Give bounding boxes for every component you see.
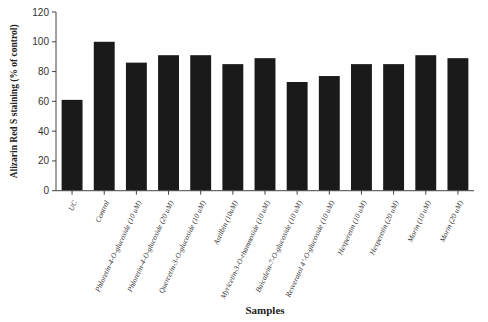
y-axis-label: Alizarin Red S staining (% of control) bbox=[9, 24, 20, 178]
x-tick-label: Hesperetin (20 uM) bbox=[367, 199, 401, 258]
x-tick-label: Astilbin (10uM) bbox=[211, 199, 240, 247]
y-tick-label: 0 bbox=[43, 185, 49, 196]
y-tick bbox=[52, 41, 56, 42]
y-tick bbox=[52, 71, 56, 72]
x-tick bbox=[104, 191, 105, 195]
y-tick-label: 40 bbox=[38, 126, 50, 137]
bar bbox=[222, 64, 243, 191]
bar bbox=[351, 64, 372, 191]
x-tick-label: Resveratol 4’-O-glucoside (10 uM) bbox=[283, 199, 336, 300]
bars bbox=[62, 42, 469, 191]
y-tick bbox=[52, 131, 56, 132]
x-tick bbox=[329, 191, 330, 195]
y-tick-label: 80 bbox=[38, 66, 50, 77]
bar bbox=[415, 55, 436, 191]
y-tick-label: 100 bbox=[32, 36, 49, 47]
chart: 020406080100120UCControlPhloretin-4-O-gl… bbox=[0, 0, 488, 322]
x-tick bbox=[136, 191, 137, 195]
bar bbox=[94, 42, 115, 191]
bar bbox=[255, 58, 276, 191]
x-axis-label: Samples bbox=[245, 304, 285, 316]
x-tick-label: Control bbox=[93, 199, 111, 224]
x-tick bbox=[265, 191, 266, 195]
bar bbox=[62, 100, 83, 191]
x-tick bbox=[393, 191, 394, 195]
bar bbox=[190, 55, 211, 191]
x-tick-label: Quercetin-3-O-glucoside (10 uM) bbox=[157, 199, 208, 295]
y-tick bbox=[52, 160, 56, 161]
x-tick bbox=[72, 191, 73, 195]
x-tick bbox=[232, 191, 233, 195]
y-tick-label: 60 bbox=[38, 96, 50, 107]
x-tick bbox=[361, 191, 362, 195]
y-tick-label: 120 bbox=[32, 7, 49, 18]
bar bbox=[158, 55, 179, 191]
y-tick bbox=[52, 190, 56, 191]
x-tick-label: UC bbox=[66, 198, 79, 212]
y-tick bbox=[52, 101, 56, 102]
x-tick bbox=[297, 191, 298, 195]
bar bbox=[319, 76, 340, 191]
x-tick-label: Morin (10 uM) bbox=[405, 199, 433, 245]
y-tick bbox=[52, 12, 56, 13]
x-tick bbox=[425, 191, 426, 195]
bar bbox=[447, 58, 468, 191]
bar bbox=[126, 63, 147, 191]
x-tick-label: Morin (20 uM) bbox=[437, 199, 465, 245]
x-tick bbox=[457, 191, 458, 195]
bar bbox=[287, 82, 308, 191]
x-tick bbox=[168, 191, 169, 195]
x-tick-label: Hesperetin (10 uM) bbox=[335, 199, 369, 258]
bar bbox=[383, 64, 404, 191]
y-tick-label: 20 bbox=[38, 155, 50, 166]
x-tick bbox=[200, 191, 201, 195]
